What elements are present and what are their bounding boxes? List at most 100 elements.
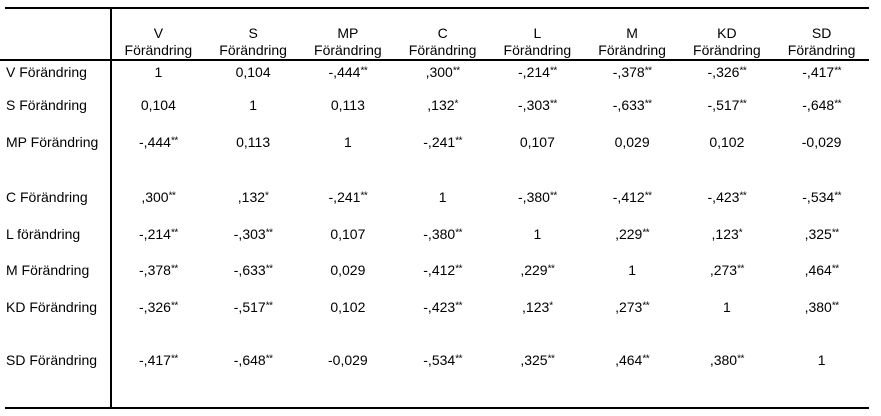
significance-asterisks: ** <box>547 263 555 275</box>
correlation-cell: 0,029 <box>301 260 396 278</box>
significance-asterisks: ** <box>642 353 650 365</box>
table-top-border <box>5 7 869 9</box>
correlation-cell: -,214** <box>490 62 585 80</box>
significance-asterisks: ** <box>549 190 557 202</box>
correlation-value: ,464 <box>804 262 832 278</box>
correlation-cell: -,303** <box>490 95 585 113</box>
correlation-cell: -,303** <box>206 224 301 242</box>
correlation-value: ,123 <box>711 226 739 242</box>
column-header: S Förändring <box>206 18 301 59</box>
correlation-cell: -,326** <box>111 297 206 315</box>
correlation-value: 0,104 <box>140 97 176 113</box>
correlation-cell: 0,113 <box>301 95 396 113</box>
significance-asterisks: ** <box>739 190 747 202</box>
significance-asterisks: ** <box>644 98 652 110</box>
column-header-party: L <box>533 25 542 41</box>
correlation-cell: ,464** <box>774 260 869 278</box>
correlation-value: -,648 <box>233 352 266 368</box>
column-header-party: V <box>153 25 164 41</box>
correlation-cell: -,378** <box>111 260 206 278</box>
row-label: S Förändring <box>6 97 87 113</box>
significance-asterisks: * <box>549 300 553 312</box>
significance-asterisks: ** <box>739 65 747 77</box>
correlation-value: -0,029 <box>328 352 368 368</box>
correlation-cell: ,380** <box>680 350 775 368</box>
correlation-value: 1 <box>533 226 542 242</box>
table-stub-divider-line <box>110 7 112 409</box>
correlation-cell: -,380** <box>395 224 490 242</box>
correlation-value: -,417 <box>139 352 171 368</box>
significance-asterisks: ** <box>834 65 841 77</box>
significance-asterisks: ** <box>642 300 650 312</box>
correlation-value: -,214 <box>139 226 171 242</box>
correlation-value: ,380 <box>709 352 738 368</box>
correlation-value: 1 <box>438 189 447 205</box>
correlation-cell: ,273** <box>585 297 680 315</box>
column-header-sub: Förändring <box>408 42 477 58</box>
correlation-value: ,273 <box>709 262 738 278</box>
row-label: KD Förändring <box>6 299 98 315</box>
correlation-cell: -,517** <box>680 95 775 113</box>
table-header-border <box>0 59 869 61</box>
correlation-value: ,325 <box>804 226 832 242</box>
significance-asterisks: ** <box>739 98 747 110</box>
correlation-cell: ,325** <box>774 224 869 242</box>
significance-asterisks: ** <box>455 135 462 147</box>
correlation-value: 0,102 <box>330 299 366 315</box>
correlation-value: ,380 <box>804 299 832 315</box>
column-header-sub: Förändring <box>314 42 382 58</box>
row-label: L förändring <box>6 226 81 242</box>
correlation-cell: -0,029 <box>774 132 869 150</box>
correlation-value: ,325 <box>520 352 548 368</box>
correlation-value: -,326 <box>707 64 740 80</box>
correlation-value: -,380 <box>518 189 550 205</box>
correlation-value: 0,107 <box>330 226 366 242</box>
correlation-value: -,378 <box>612 64 645 80</box>
correlation-value: -,534 <box>423 352 456 368</box>
correlation-value: 1 <box>343 134 352 150</box>
row-label: C Förändring <box>6 189 88 205</box>
correlation-value: -,534 <box>802 189 835 205</box>
correlation-value: -,380 <box>423 226 456 242</box>
correlation-cell: 1 <box>585 260 680 278</box>
significance-asterisks: ** <box>831 263 839 275</box>
column-header: M Förändring <box>585 18 680 59</box>
significance-asterisks: ** <box>549 65 557 77</box>
correlation-cell: -,633** <box>206 260 301 278</box>
correlation-value: -,303 <box>233 226 266 242</box>
correlation-cell: -,417** <box>111 350 206 368</box>
correlation-value: ,123 <box>522 299 550 315</box>
correlation-value: -,214 <box>518 64 550 80</box>
correlation-value: -,444 <box>139 134 171 150</box>
significance-asterisks: ** <box>455 300 462 312</box>
row-label: M Förändring <box>6 262 90 278</box>
significance-asterisks: ** <box>170 300 178 312</box>
significance-asterisks: ** <box>360 190 368 202</box>
column-header-sub: Förändring <box>787 42 856 58</box>
column-header-party: C <box>437 25 448 41</box>
correlation-cell: 0,107 <box>301 224 396 242</box>
correlation-value: ,464 <box>615 352 643 368</box>
correlation-cell: ,229** <box>585 224 680 242</box>
correlation-value: -,241 <box>423 134 456 150</box>
significance-asterisks: ** <box>831 227 839 239</box>
correlation-cell: 1 <box>490 224 585 242</box>
column-header-party: MP <box>337 25 359 41</box>
correlation-value: -,423 <box>423 299 456 315</box>
column-header: C Förändring <box>395 18 490 59</box>
column-header: V Förändring <box>111 18 206 59</box>
significance-asterisks: ** <box>170 353 178 365</box>
correlation-cell: 0,102 <box>680 132 775 150</box>
correlation-value: -,378 <box>139 262 171 278</box>
column-header-sub: Förändring <box>124 42 193 58</box>
correlation-cell: 0,029 <box>585 132 680 150</box>
row-label: SD Förändring <box>6 352 98 368</box>
significance-asterisks: ** <box>737 353 744 365</box>
correlation-cell: ,273** <box>680 260 775 278</box>
column-header-sub: Förändring <box>503 42 572 58</box>
column-header-sub: Förändring <box>219 42 287 58</box>
correlation-cell: 0,102 <box>301 297 396 315</box>
correlation-cell: ,464** <box>585 350 680 368</box>
correlation-value: -,303 <box>518 97 550 113</box>
significance-asterisks: ** <box>455 353 462 365</box>
